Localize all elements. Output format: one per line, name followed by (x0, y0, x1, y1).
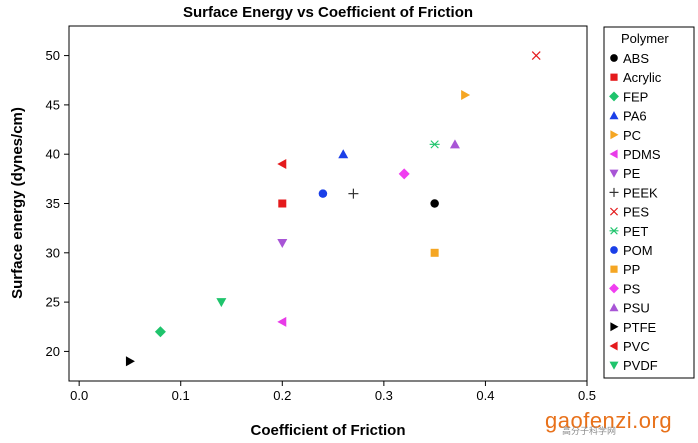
legend-title: Polymer (621, 31, 669, 46)
legend-label: PET (623, 224, 648, 239)
data-point-ps (398, 168, 410, 180)
legend-label: PES (623, 205, 649, 220)
x-axis-label: Coefficient of Friction (251, 422, 406, 439)
legend-item-pes: PES (609, 205, 649, 220)
legend-item-psu: PSU (609, 301, 650, 316)
legend-item-pet: PET (609, 224, 648, 239)
x-axis: 0.0 0.1 0.2 0.3 0.4 0.5 (70, 381, 596, 403)
data-point-pa6 (338, 149, 349, 159)
x-tick-label: 0.4 (476, 388, 494, 403)
x-tick-label: 0.0 (70, 388, 88, 403)
y-tick-label: 20 (46, 344, 60, 359)
legend-label: PC (623, 128, 641, 143)
data-point-ptfe (125, 356, 135, 367)
data-point-pc (461, 90, 471, 101)
legend-label: PTFE (623, 320, 657, 335)
legend-marker (609, 303, 619, 312)
watermark-subtext: 高分子科学网 (562, 426, 617, 436)
data-point-psu (449, 139, 460, 149)
data-point-pes (531, 51, 541, 61)
legend-marker (610, 265, 618, 273)
legend-item-abs: ABS (610, 51, 649, 66)
legend-marker (610, 54, 618, 62)
legend-item-pom: POM (610, 243, 653, 258)
y-tick-label: 25 (46, 295, 60, 310)
legend-item-ps: PS (609, 281, 641, 296)
legend-frame (603, 26, 695, 379)
legend-label: PS (623, 281, 641, 296)
legend-label: PEEK (623, 185, 658, 200)
legend-marker (609, 111, 619, 120)
legend-marker (610, 246, 618, 254)
legend-label: PA6 (623, 109, 647, 124)
legend-item-pvdf: PVDF (609, 358, 658, 373)
legend-item-pc: PC (610, 128, 641, 143)
legend-marker (610, 130, 619, 140)
y-tick-label: 35 (46, 196, 60, 211)
legend-marker (609, 361, 619, 370)
legend-item-pa6: PA6 (609, 109, 647, 124)
legend-label: FEP (623, 89, 648, 104)
legend-marker (609, 207, 619, 216)
legend-label: PVDF (623, 358, 658, 373)
legend-marker (609, 187, 619, 197)
data-point-pet (429, 140, 440, 149)
data-point-pvc (277, 159, 287, 170)
data-point-pdms (277, 316, 287, 327)
data-point-pom (318, 189, 328, 198)
legend-item-acrylic: Acrylic (610, 70, 662, 85)
legend-item-pvc: PVC (609, 339, 650, 354)
legend-label: Acrylic (623, 70, 662, 85)
y-tick-label: 45 (46, 97, 60, 112)
legend-label: POM (623, 243, 653, 258)
data-point-pe (277, 238, 288, 248)
legend-marker (609, 169, 619, 178)
legend-marker (609, 149, 618, 159)
legend-marker (610, 73, 618, 81)
legend-marker (609, 91, 619, 102)
y-tick-label: 50 (46, 48, 60, 63)
legend-label: PSU (623, 301, 650, 316)
legend-marker (609, 341, 618, 351)
y-tick-label: 40 (46, 147, 60, 162)
legend-label: PP (623, 262, 640, 277)
x-tick-label: 0.1 (172, 388, 190, 403)
legend-label: PE (623, 166, 641, 181)
legend-item-peek: PEEK (609, 185, 658, 200)
data-point-acrylic (278, 199, 287, 208)
legend-marker (609, 227, 619, 235)
data-point-peek (348, 188, 359, 199)
legend-marker (610, 322, 619, 332)
plot-frame (68, 25, 588, 382)
legend-item-pp: PP (610, 262, 640, 277)
legend: ABS Acrylic FEP PA6 PC PDMS PE PEEK PES PET POM PP P… (609, 51, 662, 373)
legend-label: PVC (623, 339, 650, 354)
data-points (125, 51, 541, 367)
y-axis: 20 25 30 35 40 45 50 (46, 48, 69, 359)
data-point-abs (430, 199, 439, 208)
watermark-text: gaofenzi.org (545, 408, 673, 433)
data-point-pp (430, 248, 439, 257)
chart-title: Surface Energy vs Coefficient of Frictio… (183, 4, 473, 21)
x-tick-label: 0.5 (578, 388, 596, 403)
legend-item-pdms: PDMS (609, 147, 661, 162)
y-axis-label: Surface energy (dynes/cm) (9, 107, 26, 299)
data-point-pvdf (216, 298, 227, 308)
legend-item-fep: FEP (609, 89, 648, 104)
legend-item-pe: PE (609, 166, 641, 181)
data-point-fep (154, 326, 166, 338)
x-tick-label: 0.2 (273, 388, 291, 403)
legend-label: PDMS (623, 147, 661, 162)
legend-label: ABS (623, 51, 649, 66)
legend-marker (609, 283, 619, 294)
legend-item-ptfe: PTFE (610, 320, 657, 335)
y-tick-label: 30 (46, 245, 60, 260)
x-tick-label: 0.3 (375, 388, 393, 403)
